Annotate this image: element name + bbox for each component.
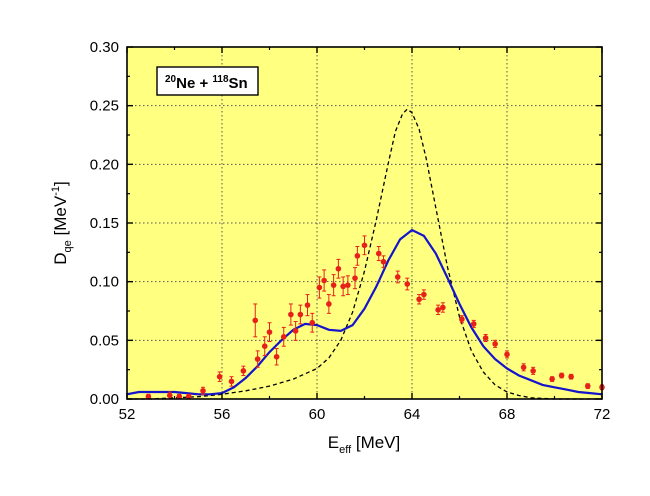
data-point [216, 373, 223, 380]
data-point [361, 242, 368, 249]
projectile-mass: 20 [165, 74, 177, 85]
solid-curve-line [126, 228, 603, 396]
x-ticks: 52 56 60 64 68 72 [119, 47, 611, 423]
x-axis-title-sub: eff [339, 444, 352, 456]
y-axis-title-end: ] [51, 181, 70, 186]
data-point [261, 343, 268, 350]
x-axis-title: Eeff [MeV] [328, 433, 401, 456]
data-point [316, 284, 323, 291]
data-point [440, 304, 446, 311]
projectile-element: Ne + [176, 75, 212, 92]
y-axis-title-unit: [MeV [51, 195, 70, 240]
data-point [273, 353, 280, 360]
y-tick-label: 0.05 [90, 332, 119, 349]
data-point [459, 316, 465, 323]
data-point [252, 317, 259, 324]
data-point [435, 307, 441, 313]
data-point [200, 387, 206, 394]
data-point [145, 393, 152, 400]
data-point [330, 282, 337, 288]
data-point [584, 383, 591, 389]
data-point [345, 282, 351, 288]
y-axis-title-sup: -1 [50, 186, 62, 196]
target-element: Sn [229, 75, 248, 92]
data-point [568, 373, 574, 380]
data-point [280, 334, 287, 340]
data-point [304, 302, 311, 308]
data-point [404, 281, 411, 287]
y-tick-label: 0.25 [90, 98, 119, 115]
y-axis-title-sub: qe [62, 240, 74, 252]
data-point [520, 364, 527, 371]
data-point [335, 265, 342, 272]
x-axis-title-unit: [MeV] [351, 433, 400, 452]
target-mass: 118 [212, 74, 229, 85]
x-tick-label: 52 [119, 406, 136, 423]
y-axis-title: Dqe [MeV-1] [50, 181, 74, 264]
data-point [166, 392, 173, 399]
legend-frame [156, 66, 259, 96]
y-axis-title-main: D [51, 252, 70, 264]
data-point [292, 328, 299, 334]
y-tick-label: 0.10 [90, 274, 119, 291]
data-point [340, 283, 346, 290]
dashed-curve [127, 108, 602, 400]
data-point [266, 329, 273, 335]
y-tick-label: 0.30 [90, 39, 119, 56]
data-point [176, 393, 183, 400]
data-point [416, 296, 422, 303]
y-tick-label: 0.00 [90, 391, 119, 408]
reaction-label: 20Ne + 118Sn [165, 74, 248, 92]
data-point [352, 275, 358, 281]
data-point [394, 274, 401, 280]
data-point [470, 321, 477, 327]
y-ticks: 0.00 0.05 0.10 0.15 0.20 0.25 0.30 [90, 39, 602, 408]
x-axis-title-main: E [328, 433, 339, 452]
x-tick-label: 60 [309, 406, 326, 423]
y-tick-label: 0.15 [90, 215, 119, 232]
data-point [326, 301, 332, 307]
solid-curve [126, 228, 603, 396]
data-point [254, 356, 261, 362]
data-point [185, 393, 192, 400]
x-tick-label: 68 [499, 406, 516, 423]
data-point [549, 376, 555, 382]
data-point [309, 319, 316, 326]
data-point [354, 253, 361, 259]
dashed-curve-line [127, 108, 602, 400]
grid-lines [127, 47, 602, 399]
data-point [492, 341, 498, 347]
data-point [530, 368, 536, 374]
data-point [240, 368, 247, 374]
data-point [482, 335, 489, 341]
data-point [228, 378, 235, 385]
y-tick-label: 0.20 [90, 156, 119, 173]
x-tick-label: 56 [214, 406, 231, 423]
x-tick-label: 72 [594, 406, 611, 423]
data-point [421, 291, 427, 298]
data-point [504, 351, 510, 358]
data-point [375, 250, 382, 257]
data-point [288, 311, 294, 318]
legend-box: 20Ne + 118Sn [156, 66, 259, 96]
data-point [558, 372, 565, 379]
x-tick-label: 64 [404, 406, 421, 423]
data-point [297, 311, 304, 318]
data-point [321, 277, 327, 284]
data-point [380, 258, 387, 265]
